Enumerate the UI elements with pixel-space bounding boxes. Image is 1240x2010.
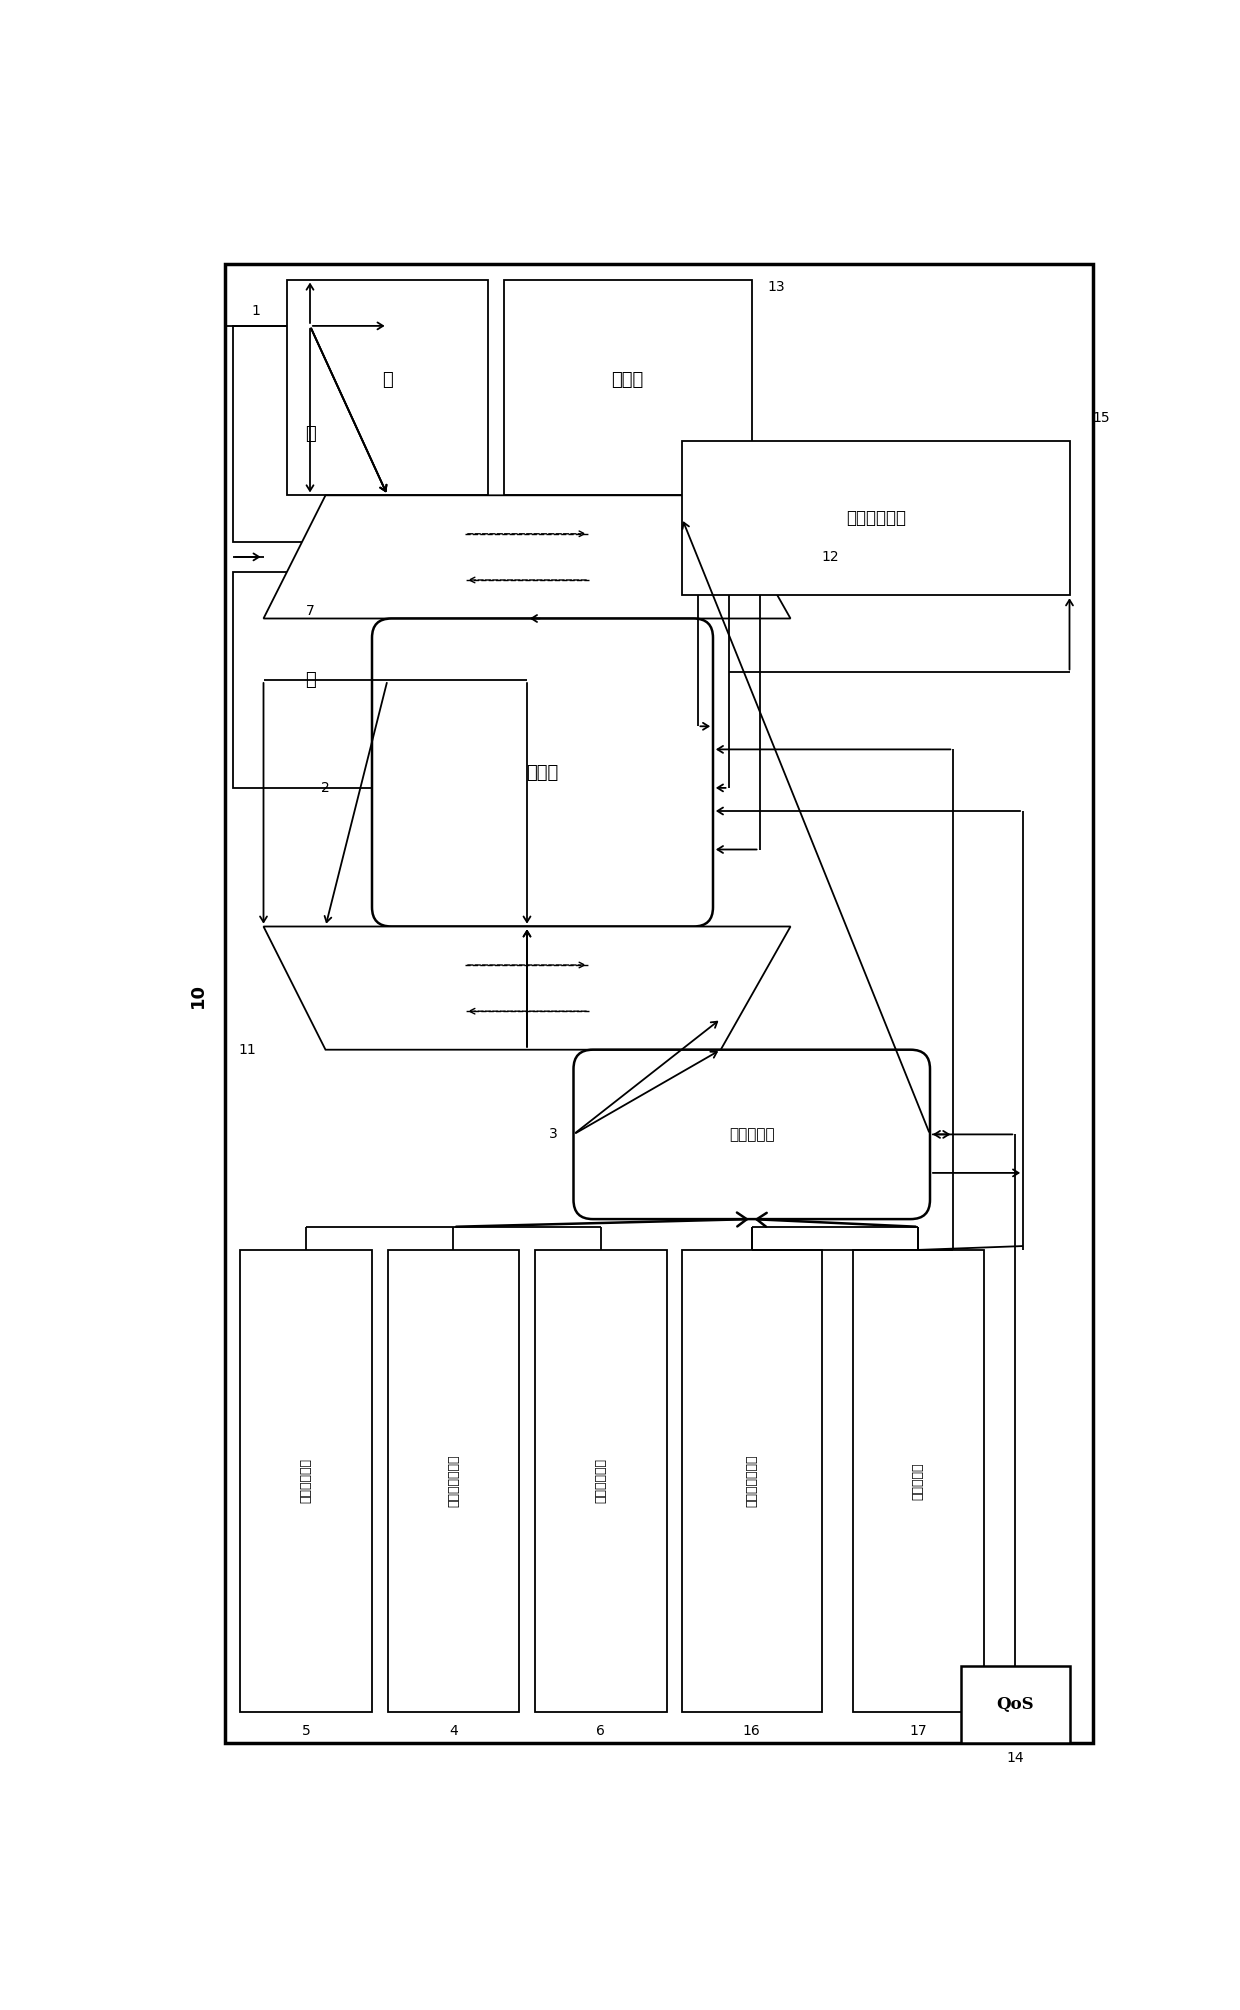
Bar (233, 326, 387, 541)
Text: 17: 17 (910, 1725, 928, 1739)
Text: 14: 14 (1007, 1751, 1024, 1765)
Text: 15: 15 (1092, 412, 1110, 426)
Text: 压缩算法性能表: 压缩算法性能表 (745, 1455, 758, 1508)
Text: 10: 10 (188, 983, 207, 1009)
Text: 13: 13 (768, 281, 785, 293)
Text: 压缩算法库: 压缩算法库 (911, 1461, 925, 1499)
Text: 熵估计算法库: 熵估计算法库 (594, 1459, 608, 1503)
Polygon shape (263, 494, 791, 619)
Bar (961, 1666, 1069, 1743)
Text: 键: 键 (305, 424, 315, 442)
Text: 11: 11 (238, 1043, 255, 1057)
Text: 7: 7 (305, 603, 315, 617)
Text: 4: 4 (449, 1725, 458, 1739)
Text: 1: 1 (252, 304, 260, 318)
Text: QoS: QoS (997, 1696, 1034, 1713)
Bar (853, 1250, 985, 1713)
Text: 压缩预测器: 压缩预测器 (729, 1128, 775, 1142)
Bar (286, 279, 489, 494)
Text: 值: 值 (305, 671, 315, 689)
Bar (233, 573, 387, 788)
Text: 3: 3 (549, 1128, 558, 1142)
Bar (503, 279, 751, 494)
Text: 对象扩展名字典: 对象扩展名字典 (446, 1455, 460, 1508)
Polygon shape (263, 927, 791, 1049)
Text: 16: 16 (743, 1725, 760, 1739)
Text: 输出值: 输出值 (611, 370, 644, 388)
Bar (241, 1250, 372, 1713)
Text: 5: 5 (301, 1725, 310, 1739)
Text: 2: 2 (321, 782, 330, 794)
Text: 对象签名字典: 对象签名字典 (300, 1459, 312, 1503)
FancyBboxPatch shape (573, 1049, 930, 1220)
Bar (682, 1250, 821, 1713)
Bar (387, 1250, 520, 1713)
Text: 效率性能程序: 效率性能程序 (846, 509, 905, 527)
Bar (534, 1250, 667, 1713)
Text: 6: 6 (596, 1725, 605, 1739)
Text: 12: 12 (821, 551, 839, 565)
Bar (682, 442, 1069, 595)
Text: 键: 键 (382, 370, 393, 388)
Text: 压缩器: 压缩器 (526, 764, 559, 782)
FancyBboxPatch shape (372, 619, 713, 927)
